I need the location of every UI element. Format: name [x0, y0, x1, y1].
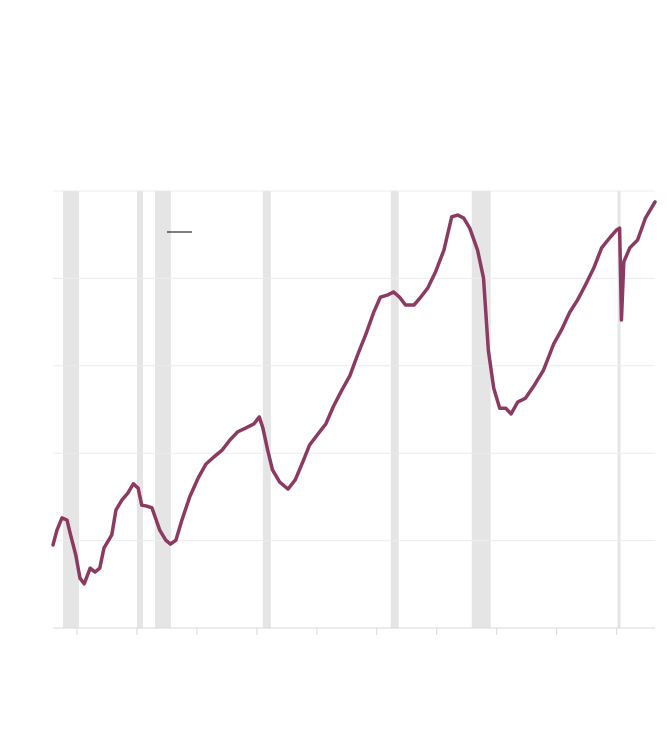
recession-band	[154, 191, 171, 628]
series-line	[51, 200, 657, 586]
recession-band	[390, 191, 399, 628]
recession-band	[262, 191, 271, 628]
recession-band	[136, 191, 143, 628]
recession-band	[617, 191, 621, 628]
recession-band	[471, 191, 491, 628]
